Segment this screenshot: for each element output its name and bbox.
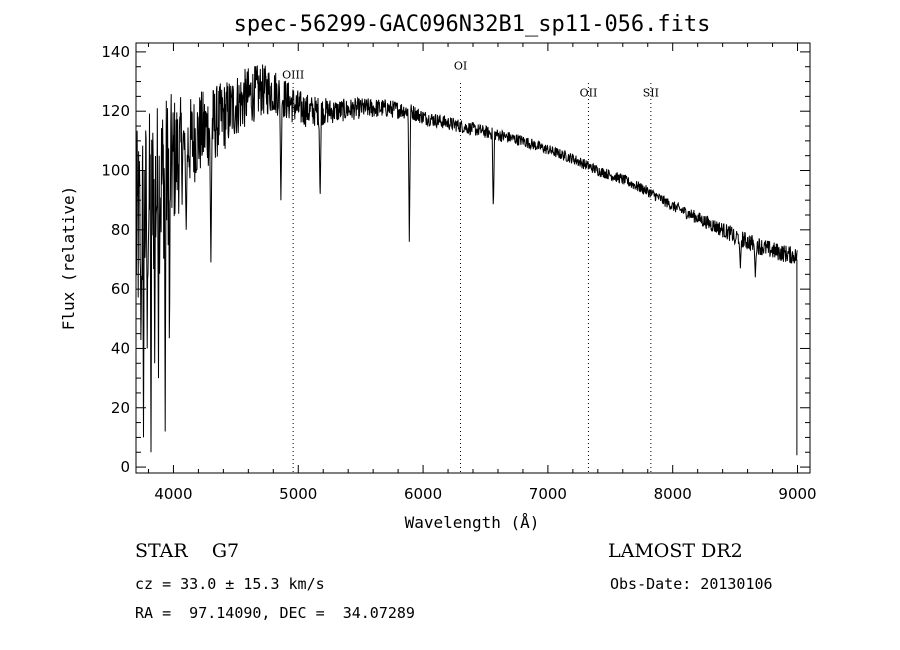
line-marker-label: SII — [643, 86, 659, 99]
y-tick-label: 80 — [111, 221, 130, 239]
x-axis-label: Wavelength (Å) — [405, 513, 540, 532]
y-tick-label: 0 — [120, 458, 130, 476]
redshift-text: cz = 33.0 ± 15.3 km/s — [135, 575, 325, 593]
plot-area: 4000 5000 6000 7000 8000 9000 0 20 40 60 80 100 120 1… — [101, 43, 816, 503]
x-tick-label: 6000 — [404, 485, 442, 503]
object-class: STAR G7 — [135, 540, 240, 562]
spectrum-chart: spec-56299-GAC096N32B1_sp11-056.fits 400… — [59, 12, 817, 532]
coordinates-text: RA = 97.14090, DEC = 34.07289 — [135, 604, 415, 622]
y-tick-label: 140 — [101, 43, 130, 61]
line-marker-label: OI — [454, 60, 467, 73]
y-tick-label: 20 — [111, 399, 130, 417]
x-tick-label: 7000 — [529, 485, 567, 503]
y-tick-label: 60 — [111, 280, 130, 298]
x-tick-label: 4000 — [154, 485, 192, 503]
chart-title: spec-56299-GAC096N32B1_sp11-056.fits — [234, 12, 711, 37]
y-axis-label: Flux (relative) — [59, 186, 78, 331]
spectrum-line — [135, 64, 798, 453]
obs-date-text: Obs-Date: 20130106 — [610, 575, 773, 593]
x-tick-label: 9000 — [778, 485, 816, 503]
x-tick-label: 8000 — [654, 485, 692, 503]
x-tick-label: 5000 — [279, 485, 317, 503]
plot-frame — [135, 42, 811, 474]
line-marker-label: OII — [580, 86, 598, 99]
line-marker-label: OIII — [282, 69, 304, 82]
y-tick-label: 40 — [111, 339, 130, 357]
y-tick-label: 120 — [101, 102, 130, 120]
y-tick-label: 100 — [101, 162, 130, 180]
survey-name: LAMOST DR2 — [608, 540, 743, 562]
